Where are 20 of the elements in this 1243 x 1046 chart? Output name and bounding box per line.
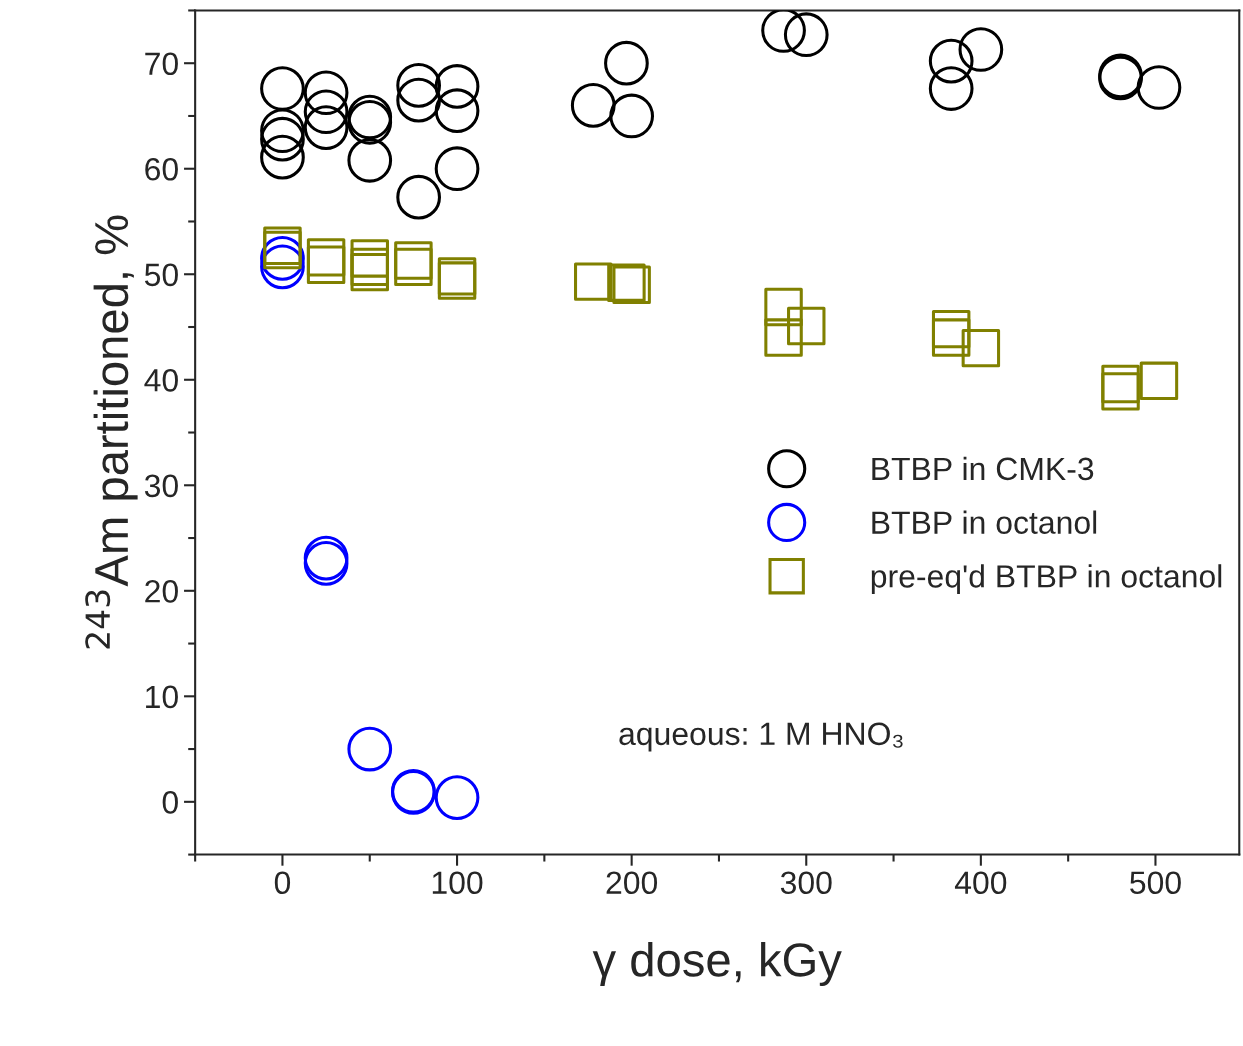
legend-label: BTBP in octanol bbox=[872, 510, 1097, 534]
x-tick-label: 400 bbox=[954, 871, 1007, 895]
x-tick-label: 300 bbox=[780, 871, 832, 895]
x-axis-title: γ dose, kGy bbox=[592, 942, 842, 987]
x-tick-label: 100 bbox=[432, 871, 483, 895]
y-tick-label: 20 bbox=[145, 580, 178, 603]
y-tick-label: 0 bbox=[162, 791, 178, 814]
y-tick-label: 10 bbox=[146, 685, 178, 709]
y-tick-label: 70 bbox=[145, 52, 178, 76]
y-tick-label: 50 bbox=[144, 263, 178, 287]
y-tick-label: 60 bbox=[145, 158, 178, 181]
x-tick-label: 0 bbox=[274, 871, 291, 895]
y-tick-label: 30 bbox=[144, 474, 178, 498]
y-tick-label: 40 bbox=[144, 369, 178, 392]
legend-label: BTBP in CMK-3 bbox=[872, 456, 1094, 481]
x-tick-label: 500 bbox=[1130, 871, 1181, 895]
y-axis-title: $^{243}$Am partitioned, % bbox=[85, 215, 138, 649]
x-tick-label: 200 bbox=[606, 871, 658, 895]
annotation: aqueous: 1 M HNO₃ bbox=[619, 722, 903, 752]
legend-label: pre-eq'd BTBP in octanol bbox=[871, 564, 1222, 594]
